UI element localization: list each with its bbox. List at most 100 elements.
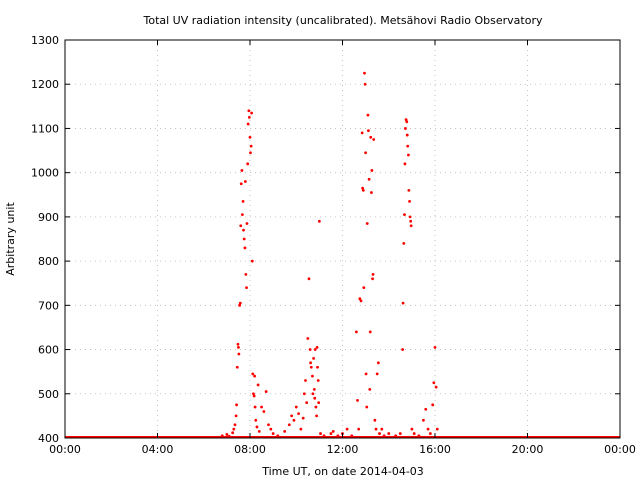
data-point [410,427,414,431]
data-point [331,429,335,433]
data-point [249,151,252,155]
data-point [304,379,307,382]
data-point [313,348,317,351]
data-point [371,272,375,276]
data-point [238,303,241,307]
y-tick-label: 1200 [31,78,59,91]
data-point [329,432,333,435]
data-point [382,434,386,438]
data-point [242,237,246,241]
data-point [309,361,312,365]
data-point [311,392,315,396]
data-point [292,418,296,422]
data-point [250,259,254,263]
data-point [238,301,242,305]
data-point [271,432,275,435]
data-point [408,215,412,219]
data-point [245,222,249,225]
data-point [312,387,316,391]
data-point [248,135,252,139]
data-point [359,299,363,303]
data-point [431,403,435,407]
y-tick-label: 800 [38,255,59,268]
data-point [409,219,413,223]
data-point [297,412,300,416]
data-point [227,434,231,438]
data-points [65,71,620,439]
data-point [404,118,408,121]
x-tick-label: 00:00 [49,443,81,456]
data-point [243,246,247,250]
data-point [370,191,373,194]
data-point [403,162,407,166]
data-point [260,405,263,409]
data-point [247,115,251,119]
data-point [361,188,365,192]
grid-lines [65,40,620,438]
data-point [424,407,428,411]
data-point [232,427,236,431]
data-point [354,330,358,334]
data-point [235,403,238,407]
data-point [434,385,438,389]
data-point [242,228,245,232]
data-point [363,82,367,86]
data-point [299,427,303,431]
data-point [422,418,425,422]
data-point [317,219,321,223]
data-point [371,277,374,281]
data-point [368,330,372,334]
data-point [239,224,243,228]
data-point [253,374,257,378]
data-point [358,297,362,301]
data-point [245,286,248,290]
data-point [264,390,268,393]
data-point [362,286,366,290]
data-point [375,372,379,376]
data-point [243,180,247,183]
data-point [308,348,312,351]
y-tick-label: 500 [38,388,59,401]
data-point [233,423,237,427]
x-tick-label: 20:00 [512,443,544,456]
data-point [237,345,240,349]
data-point [253,405,257,409]
data-point [432,381,436,385]
data-point [380,427,384,431]
y-tick-label: 1000 [31,167,59,180]
data-point [283,429,287,433]
data-point [378,432,381,435]
data-point [316,365,319,369]
data-point [312,357,315,360]
data-point [387,432,391,435]
data-point [365,405,369,409]
data-point [276,434,280,438]
data-point [316,379,320,382]
data-point [247,109,251,113]
data-point [302,392,306,396]
data-point [368,387,372,391]
data-point [433,345,437,349]
data-point [240,169,244,172]
data-point [220,434,224,438]
data-point [426,427,430,431]
data-point [307,277,311,281]
data-point [252,394,256,398]
data-point [244,272,248,276]
data-point [428,432,432,435]
data-point [246,122,250,126]
data-point [231,431,235,435]
data-point [269,427,273,431]
y-tick-labels: 400 500 600 700 800 900 1000 1100 1200 1300 [31,34,59,445]
data-point [376,361,380,365]
data-point [294,405,298,409]
data-point [236,342,240,346]
data-point [372,138,376,141]
data-point [287,423,291,427]
data-point [240,213,244,217]
data-point [417,434,421,438]
data-point [267,423,270,427]
data-point [252,392,255,396]
data-point [246,162,250,166]
